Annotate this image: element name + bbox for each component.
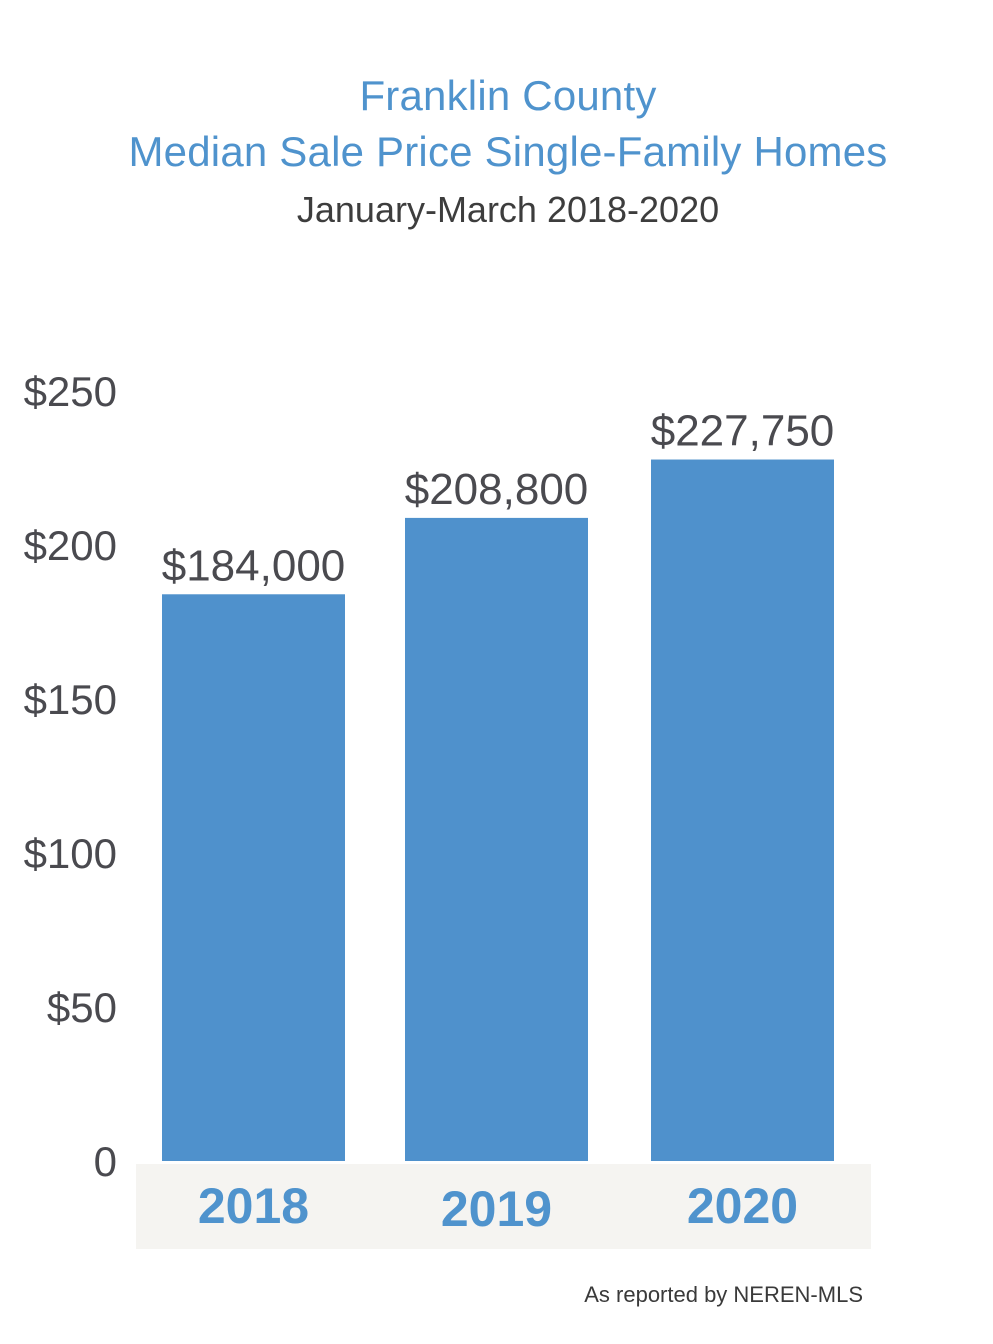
bar-series (162, 459, 834, 1161)
data-label-2019: $208,800 (405, 465, 589, 514)
x-axis-category-labels: 2018 2019 2020 (198, 1178, 798, 1237)
y-tick-label: $250 (24, 368, 117, 415)
source-note: As reported by NEREN-MLS (584, 1282, 863, 1307)
y-axis-tick-labels: 0 $50 $100 $150 $200 $250 (24, 368, 117, 1185)
y-tick-label: $50 (47, 984, 117, 1031)
bar-data-labels: $184,000 $208,800 $227,750 (162, 407, 835, 591)
chart-title-line-2: Median Sale Price Single-Family Homes (128, 128, 888, 175)
chart-subtitle: January-March 2018-2020 (296, 189, 720, 230)
y-tick-label: $100 (24, 830, 117, 877)
y-tick-label: $150 (24, 676, 117, 723)
x-category-label-2018: 2018 (198, 1178, 309, 1234)
bar-2018 (162, 594, 345, 1161)
data-label-2020: $227,750 (651, 407, 835, 456)
x-category-label-2020: 2020 (687, 1178, 798, 1234)
x-axis-band (136, 1164, 871, 1249)
bar-2020 (651, 459, 834, 1161)
y-tick-label: $200 (24, 522, 117, 569)
bar-2019 (405, 517, 588, 1161)
chart-title-line-1: Franklin County (359, 72, 657, 119)
x-category-label-2019: 2019 (441, 1181, 552, 1237)
chart-title-block: Franklin County Median Sale Price Single… (0, 68, 993, 234)
y-tick-label: 0 (94, 1138, 117, 1185)
data-label-2018: $184,000 (162, 541, 346, 590)
